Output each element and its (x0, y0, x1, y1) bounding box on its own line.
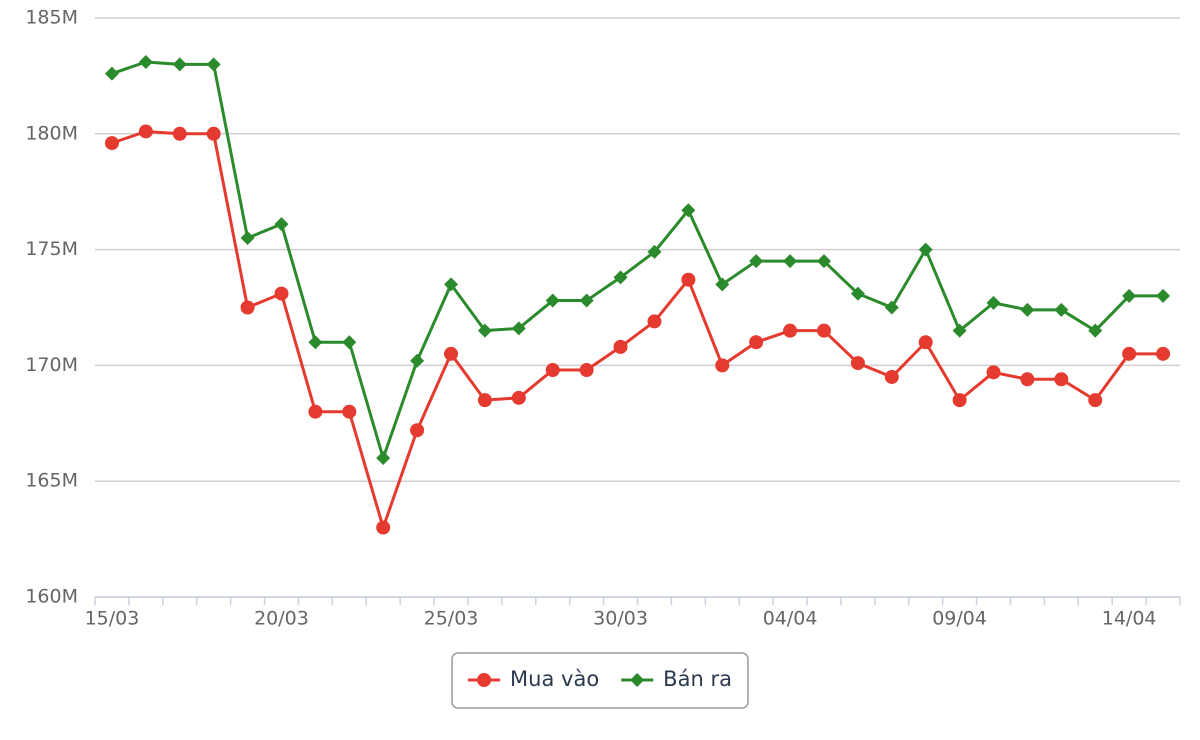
point (918, 335, 933, 350)
point (104, 66, 119, 81)
point (952, 323, 967, 338)
point (783, 254, 798, 269)
point (986, 295, 1001, 310)
point (952, 393, 967, 408)
point (647, 314, 662, 329)
legend-marker (630, 673, 645, 687)
y-tick-label: 175M (25, 238, 78, 260)
point (1088, 393, 1103, 408)
x-tick-label: 09/04 (932, 608, 987, 630)
point (715, 358, 730, 373)
point (816, 254, 831, 269)
legend-box (451, 652, 749, 709)
y-tick-label: 160M (25, 586, 78, 608)
point (342, 335, 357, 350)
point (206, 126, 221, 141)
point (918, 242, 933, 257)
point (613, 270, 628, 285)
point (579, 293, 594, 308)
point (884, 300, 899, 315)
legend-label: Bán ra (663, 667, 732, 691)
legend-label: Mua vào (510, 667, 599, 691)
series-line (111, 129, 1164, 530)
point (240, 231, 255, 246)
point (308, 404, 323, 419)
x-tick-label: 14/04 (1102, 608, 1157, 630)
point (477, 323, 492, 338)
y-tick-label: 165M (25, 470, 78, 492)
x-tick-label: 30/03 (593, 608, 648, 630)
point (1020, 372, 1035, 387)
point (1156, 346, 1171, 361)
point (511, 321, 526, 336)
point (376, 520, 391, 535)
x-tick-label: 04/04 (763, 608, 818, 630)
legend: Mua vào Bán ra (451, 652, 749, 709)
point (511, 390, 526, 405)
y-tick-label: 180M (25, 122, 78, 144)
point (274, 217, 289, 232)
point (410, 353, 425, 368)
point (579, 363, 594, 378)
point (410, 423, 425, 438)
point (376, 451, 391, 466)
point (206, 57, 221, 72)
point (138, 55, 153, 70)
series-line (111, 60, 1164, 460)
point (681, 272, 696, 287)
point (104, 136, 119, 151)
x-tick-label: 15/03 (85, 608, 140, 630)
point (308, 335, 323, 350)
point (274, 286, 289, 301)
point (172, 126, 187, 141)
x-tick-label: 20/03 (254, 608, 309, 630)
point (172, 57, 187, 72)
point (342, 404, 357, 419)
point (1156, 288, 1171, 303)
point (1122, 346, 1137, 361)
point (1054, 372, 1069, 387)
point (816, 323, 831, 338)
point (884, 369, 899, 384)
point (681, 203, 696, 218)
point (1122, 288, 1137, 303)
point (444, 277, 459, 292)
point (1054, 302, 1069, 317)
point (647, 244, 662, 259)
point (545, 293, 560, 308)
x-tick-label: 25/03 (424, 608, 479, 630)
point (1020, 302, 1035, 317)
legend-marker (477, 673, 492, 687)
point (138, 124, 153, 139)
y-tick-label: 185M (25, 7, 78, 29)
point (444, 346, 459, 361)
point (613, 339, 628, 354)
point (850, 286, 865, 301)
y-tick-label: 170M (25, 354, 78, 376)
point (783, 323, 798, 338)
point (477, 393, 492, 408)
point (749, 254, 764, 269)
point (545, 363, 560, 378)
point (240, 300, 255, 315)
point (715, 277, 730, 292)
point (850, 356, 865, 371)
point (986, 365, 1001, 380)
point (749, 335, 764, 350)
point (1088, 323, 1103, 338)
